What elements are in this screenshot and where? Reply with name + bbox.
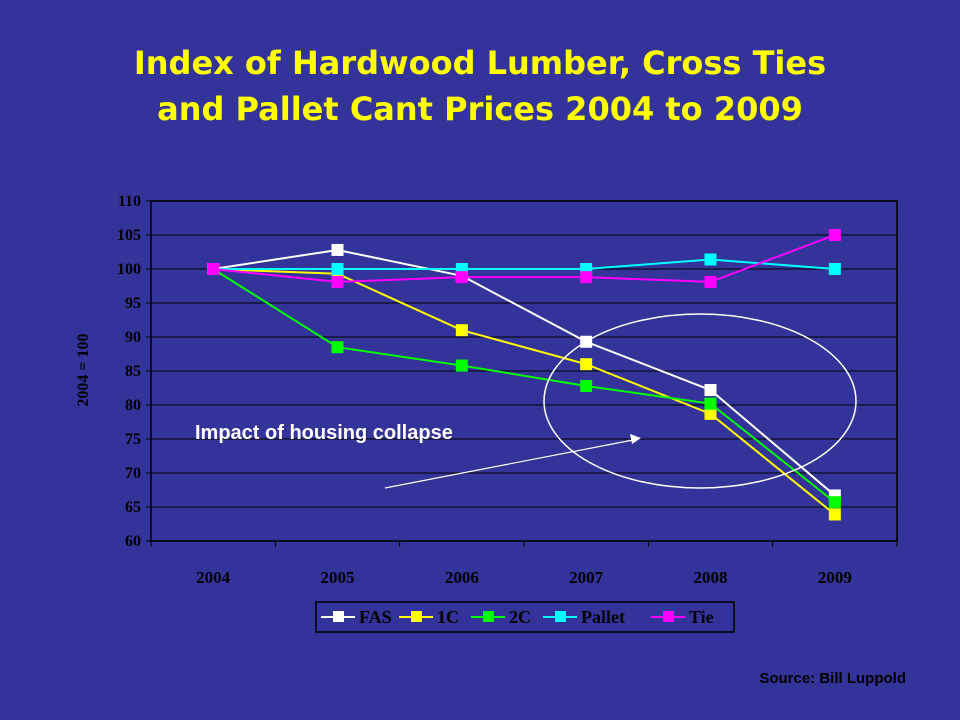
data-point-2c	[704, 397, 717, 410]
annotation-text: Impact of housing collapse	[195, 422, 453, 444]
gridlines	[151, 234, 897, 508]
data-point-tie	[828, 229, 841, 241]
data-point-tie	[455, 271, 468, 284]
legend-swatch-marker-fas	[333, 611, 344, 622]
legend-swatch-marker-pallet	[555, 611, 566, 622]
data-point-tie	[580, 271, 593, 284]
data-point-2c	[455, 359, 468, 372]
y-axis-label: 2004 = 100	[75, 333, 92, 406]
legend-label-2c: 2C	[509, 607, 531, 627]
series-lines	[207, 229, 841, 521]
data-point-2c	[828, 496, 841, 509]
y-tick-label: 75	[125, 431, 141, 448]
y-tick-label: 65	[125, 499, 141, 516]
x-tick-label: 2008	[694, 568, 728, 587]
data-point-pallet	[828, 263, 841, 275]
title-line-2: and Pallet Cant Prices 2004 to 2009	[157, 90, 803, 128]
annotation-arrow-head	[630, 434, 641, 444]
y-tick-label: 60	[125, 533, 141, 550]
data-point-tie	[207, 263, 220, 275]
annotation-arrow-line	[384, 439, 634, 489]
data-point-2c	[580, 379, 593, 392]
annotation-group: Impact of housing collapse	[195, 313, 857, 489]
highlight-ellipse	[543, 313, 857, 489]
legend-swatch-marker-tie	[663, 611, 674, 622]
data-point-1c	[455, 324, 468, 337]
data-point-1c	[704, 407, 717, 420]
legend-label-tie: Tie	[689, 607, 714, 627]
y-tick-label: 95	[125, 295, 141, 312]
legend: FAS 1C 2C Pallet Tie	[315, 601, 735, 633]
y-tick-label: 110	[118, 193, 141, 210]
data-point-tie	[704, 275, 717, 288]
slide-title: Index of Hardwood Lumber, Cross Ties and…	[40, 40, 920, 132]
series-line-tie	[213, 234, 836, 283]
legend-swatch-marker-2c	[483, 611, 494, 622]
data-point-1c	[580, 358, 593, 371]
data-point-fas	[704, 384, 717, 397]
series-line-1c	[213, 268, 836, 516]
axes: 60 65 70 75 80 85 90 95 100 105 110 2004 2005 2006 200…	[117, 193, 898, 587]
x-tick-label: 2009	[818, 568, 852, 587]
data-point-2c	[331, 341, 344, 354]
y-tick-label: 80	[125, 397, 141, 414]
legend-label-1c: 1C	[437, 607, 459, 627]
y-tick-label: 100	[117, 261, 141, 278]
data-point-tie	[331, 275, 344, 288]
series-line-fas	[213, 248, 836, 497]
x-tick-label: 2006	[445, 568, 479, 587]
x-tick-label: 2007	[569, 568, 604, 587]
legend-box	[315, 601, 735, 633]
data-point-pallet	[331, 263, 344, 275]
y-tick-label: 105	[117, 227, 141, 244]
series-line-pallet	[213, 258, 835, 270]
legend-label-fas: FAS	[359, 607, 392, 627]
x-tick-label: 2005	[321, 568, 355, 587]
data-point-pallet	[704, 253, 717, 266]
x-tick-label: 2004	[196, 568, 231, 587]
data-point-fas	[331, 243, 344, 256]
legend-swatch-marker-1c	[411, 611, 422, 622]
series-line-2c	[212, 268, 836, 504]
data-point-1c	[828, 508, 841, 521]
source-note: Source: Bill Luppold	[759, 670, 906, 687]
y-tick-label: 70	[125, 465, 141, 482]
legend-label-pallet: Pallet	[581, 607, 625, 627]
title-line-1: Index of Hardwood Lumber, Cross Ties	[133, 44, 827, 82]
y-tick-label: 90	[125, 329, 141, 346]
y-tick-label: 85	[125, 363, 141, 380]
